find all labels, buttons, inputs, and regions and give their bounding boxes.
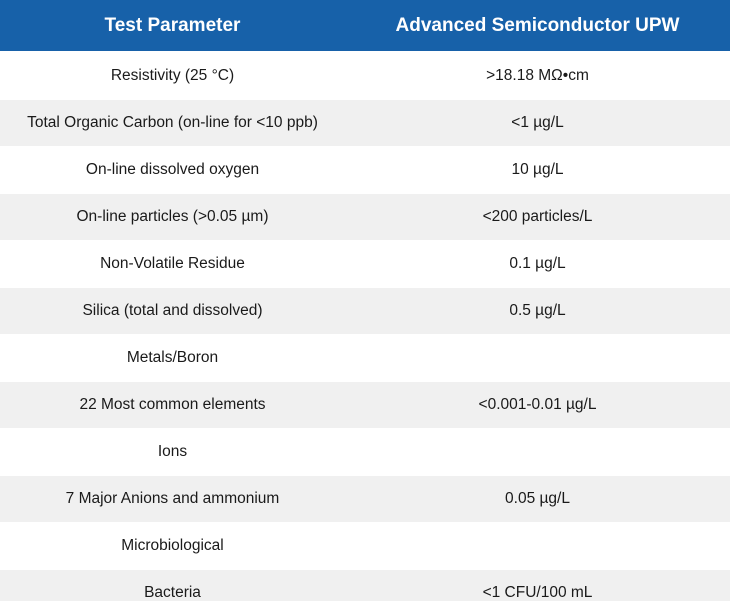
table-header: Test Parameter Advanced Semiconductor UP… [0,0,730,53]
table-body: Resistivity (25 °C) >18.18 MΩ•cm Total O… [0,52,730,601]
parameter-cell: On-line dissolved oxygen [0,146,345,194]
table-row: On-line dissolved oxygen 10 µg/L [0,146,730,194]
value-cell: >18.18 MΩ•cm [345,52,730,100]
value-cell: 0.05 µg/L [345,475,730,523]
value-cell [345,428,730,476]
parameter-cell: Metals/Boron [0,334,345,382]
value-cell: <1 CFU/100 mL [345,569,730,601]
parameter-cell: Resistivity (25 °C) [0,52,345,100]
parameter-cell: Non-Volatile Residue [0,240,345,288]
table-row: Microbiological [0,522,730,570]
table-row: Bacteria <1 CFU/100 mL [0,569,730,601]
value-cell: <1 µg/L [345,99,730,147]
table-row: 7 Major Anions and ammonium 0.05 µg/L [0,475,730,523]
value-cell: 10 µg/L [345,146,730,194]
parameter-cell: Bacteria [0,569,345,601]
header-row: Test Parameter Advanced Semiconductor UP… [0,0,730,53]
table-row: Total Organic Carbon (on-line for <10 pp… [0,99,730,147]
parameter-cell: Microbiological [0,522,345,570]
parameter-cell: 22 Most common elements [0,381,345,429]
table-row: Non-Volatile Residue 0.1 µg/L [0,240,730,288]
table-row: Metals/Boron [0,334,730,382]
value-cell: 0.1 µg/L [345,240,730,288]
value-cell: 0.5 µg/L [345,287,730,335]
parameter-cell: Ions [0,428,345,476]
parameter-cell: 7 Major Anions and ammonium [0,475,345,523]
value-cell: <0.001-0.01 µg/L [345,381,730,429]
parameter-cell: Silica (total and dissolved) [0,287,345,335]
parameter-cell: On-line particles (>0.05 µm) [0,193,345,241]
header-test-parameter: Test Parameter [0,0,345,53]
header-advanced-semiconductor-upw: Advanced Semiconductor UPW [345,0,730,53]
table-row: On-line particles (>0.05 µm) <200 partic… [0,193,730,241]
table-row: 22 Most common elements <0.001-0.01 µg/L [0,381,730,429]
value-cell [345,334,730,382]
table-row: Ions [0,428,730,476]
value-cell: <200 particles/L [345,193,730,241]
table-row: Silica (total and dissolved) 0.5 µg/L [0,287,730,335]
parameter-cell: Total Organic Carbon (on-line for <10 pp… [0,99,345,147]
value-cell [345,522,730,570]
table-row: Resistivity (25 °C) >18.18 MΩ•cm [0,52,730,100]
